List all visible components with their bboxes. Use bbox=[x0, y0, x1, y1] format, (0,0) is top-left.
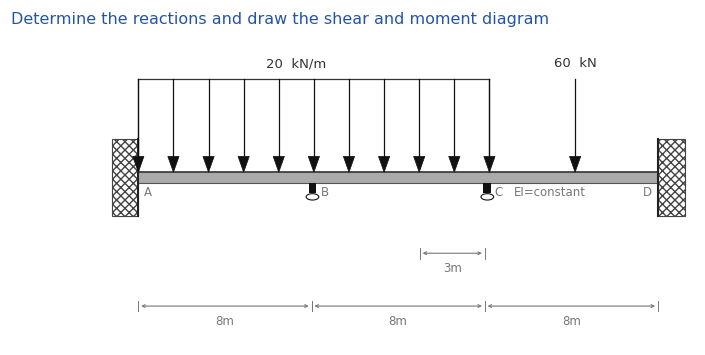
Polygon shape bbox=[238, 156, 250, 172]
Text: 60  kN: 60 kN bbox=[553, 57, 596, 70]
Bar bbox=[484, 183, 491, 193]
Polygon shape bbox=[570, 156, 581, 172]
Text: 20  kN/m: 20 kN/m bbox=[266, 57, 326, 70]
Polygon shape bbox=[273, 156, 284, 172]
Bar bbox=[138, 172, 658, 183]
Text: A: A bbox=[144, 186, 152, 199]
Text: B: B bbox=[321, 186, 329, 199]
Text: EI=constant: EI=constant bbox=[514, 186, 586, 199]
Polygon shape bbox=[343, 156, 355, 172]
Polygon shape bbox=[203, 156, 214, 172]
Bar bbox=[111, 139, 138, 216]
Polygon shape bbox=[414, 156, 425, 172]
Text: D: D bbox=[643, 186, 652, 199]
Polygon shape bbox=[168, 156, 179, 172]
Text: 8m: 8m bbox=[388, 315, 407, 328]
Polygon shape bbox=[133, 156, 144, 172]
Bar bbox=[309, 183, 317, 193]
Text: 8m: 8m bbox=[216, 315, 234, 328]
Text: 3m: 3m bbox=[443, 262, 462, 275]
Bar bbox=[658, 139, 685, 216]
Text: C: C bbox=[494, 186, 503, 199]
Polygon shape bbox=[448, 156, 460, 172]
Polygon shape bbox=[308, 156, 319, 172]
Polygon shape bbox=[379, 156, 390, 172]
Text: 8m: 8m bbox=[562, 315, 581, 328]
Text: Determine the reactions and draw the shear and moment diagram: Determine the reactions and draw the she… bbox=[11, 12, 548, 27]
Polygon shape bbox=[484, 156, 495, 172]
